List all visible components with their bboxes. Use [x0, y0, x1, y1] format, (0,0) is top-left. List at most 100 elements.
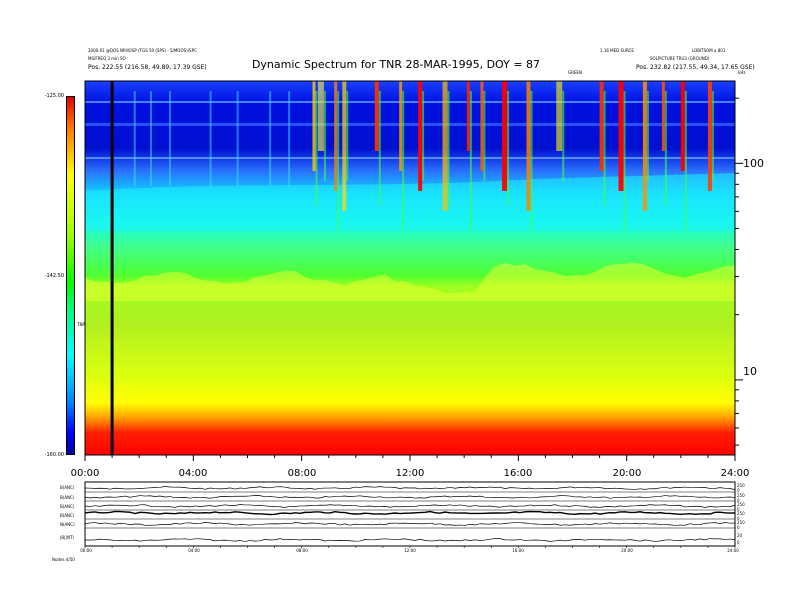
- panel-label-3: B(ANC): [60, 504, 75, 509]
- colorbar-tick-top: -125.00: [44, 93, 64, 99]
- colorbar-label: TNR: [77, 322, 86, 327]
- panel-xtick-0800: 08:00: [296, 548, 308, 553]
- x-tick-2000: 20:00: [612, 468, 642, 479]
- faint-streak: [133, 91, 136, 186]
- faint-streak: [236, 91, 239, 186]
- panel-label-4: B(ANC): [60, 513, 75, 518]
- burst-streak: [480, 81, 484, 171]
- header-right-line1: 1.16 MED SURCE: [600, 48, 634, 53]
- faint-streak: [209, 91, 212, 186]
- panel-rtick-3: 250: [737, 493, 745, 498]
- burst-streak: [502, 81, 508, 191]
- chart-title: Dynamic Spectrum for TNR 28-MAR-1995, DO…: [251, 58, 541, 71]
- panel-xtick-0000: 00:00: [80, 548, 92, 553]
- burst-streak: [374, 81, 379, 151]
- panel-trace: [84, 495, 736, 499]
- x-tick-0800: 08:00: [287, 468, 317, 479]
- burst-streak: [618, 81, 624, 191]
- panel-trace: [84, 538, 736, 542]
- band-stripe: [85, 157, 735, 159]
- panel-rtick-1: 250: [737, 483, 745, 488]
- header-left-line2: MS/FREQ 3 min SO: [88, 56, 126, 61]
- burst-streak-edge: [447, 91, 450, 206]
- panel-rtick-7: 250: [737, 511, 745, 516]
- top-right-unit-label: kHz: [738, 70, 746, 75]
- panel-rtick-4: 0: [737, 498, 740, 503]
- panel-xtick-2400: 24:00: [727, 548, 739, 553]
- burst-streak-edge: [315, 91, 318, 206]
- band-stripe: [85, 123, 735, 126]
- panel-trace: [84, 486, 736, 490]
- x-tick-2400: 24:00: [720, 468, 750, 479]
- y-tick-100: 100: [743, 157, 764, 170]
- burst-streak-edge: [422, 91, 425, 181]
- burst-streak: [334, 81, 338, 191]
- colorbar: [66, 96, 75, 455]
- burst-streak: [526, 81, 531, 211]
- x-tick-0400: 04:00: [178, 468, 208, 479]
- burst-streak-edge: [684, 91, 687, 231]
- burst-streak: [342, 81, 347, 211]
- header-left-line3: Pos. 222.55 (216.58, 49.89, 17.39 GSE): [88, 64, 207, 71]
- burst-streak-edge: [469, 91, 472, 231]
- burst-streak-edge: [483, 91, 486, 181]
- burst-streak: [399, 81, 403, 171]
- y-axis-ticks: [735, 97, 743, 446]
- panel-xtick-0400: 04:00: [188, 548, 200, 553]
- burst-streak-edge: [378, 91, 381, 206]
- panel-xtick-1200: 12:00: [404, 548, 416, 553]
- panel-rtick-2: 0: [737, 488, 740, 493]
- burst-streak-edge: [646, 91, 649, 181]
- burst-streak: [556, 81, 563, 151]
- burst-streak: [642, 81, 647, 211]
- parameter-panel: [84, 481, 736, 548]
- panel-xtick-1600: 16:00: [512, 548, 524, 553]
- panel-rtick-12: 0: [737, 540, 740, 545]
- burst-streak: [661, 81, 665, 151]
- burst-streak: [312, 81, 316, 171]
- panel-trace: [84, 522, 736, 526]
- burst-streak: [707, 81, 712, 191]
- burst-streak-edge: [562, 91, 565, 181]
- panel-label-1: B(ANC): [60, 485, 75, 490]
- panel-trace: [84, 504, 736, 508]
- panel-rtick-9: 250: [737, 520, 745, 525]
- spectrum-features: [85, 81, 735, 455]
- burst-streak: [317, 81, 324, 151]
- burst-streak-edge: [507, 91, 510, 206]
- burst-streak-edge: [402, 91, 405, 231]
- burst-streak-edge: [603, 91, 606, 206]
- colorbar-tick-bottom: -160.00: [44, 452, 64, 458]
- header-right-line2: LOBITSOM a 801: [692, 48, 726, 53]
- panel-rtick-6: 0: [737, 507, 740, 512]
- burst-streak-edge: [711, 91, 714, 181]
- burst-streak-edge: [323, 91, 326, 181]
- faint-streak: [150, 91, 152, 186]
- faint-streak: [168, 91, 171, 186]
- panel-label-2: B(ANC): [60, 495, 75, 500]
- x-axis-ticks: [84, 455, 736, 461]
- burst-streak: [466, 81, 470, 151]
- burst-streak-edge: [623, 91, 626, 231]
- cyan-region: [85, 173, 735, 231]
- burst-streak: [418, 81, 423, 191]
- panel-rtick-11: 20: [737, 533, 743, 538]
- panel-frame: [84, 481, 736, 547]
- burst-streak-edge: [337, 91, 340, 231]
- panel-rtick-10: 0: [737, 525, 740, 530]
- panel-rtick-8: 0: [737, 516, 740, 521]
- yellow-band: [85, 262, 735, 301]
- burst-streak: [680, 81, 685, 171]
- x-tick-0000: 00:00: [70, 468, 100, 479]
- burst-streak: [442, 81, 448, 211]
- burst-streak-edge: [346, 91, 349, 181]
- header-right-line4: Pos. 232.82 (217.55, 49.34, 17.65 GSE): [636, 64, 755, 71]
- y-tick-10: 10: [743, 365, 757, 378]
- burst-streak: [599, 81, 604, 171]
- x-tick-1600: 16:00: [503, 468, 533, 479]
- colorbar-tick-mid: -142.50: [44, 273, 64, 279]
- faint-streak: [269, 91, 272, 186]
- panel-label-6: |B|(NT): [60, 535, 74, 540]
